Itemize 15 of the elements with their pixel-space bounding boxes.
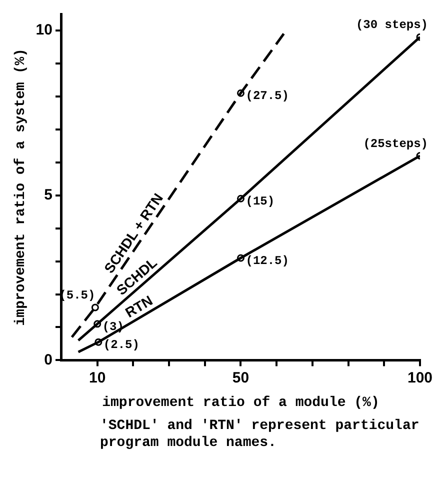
- x-axis-title: improvement ratio of a module (%): [102, 395, 380, 412]
- x-tick-label: 50: [232, 369, 250, 386]
- x-tick-label: 10: [88, 369, 106, 386]
- annotation: (27.5): [246, 89, 289, 104]
- y-axis-title: improvement ratio of a system (%): [12, 48, 29, 326]
- y-tick-label: 5: [44, 186, 52, 204]
- annotation: (15): [246, 194, 275, 209]
- annotation: (2.5): [103, 338, 140, 352]
- x-tick-label: 100: [407, 369, 433, 386]
- y-tick-label: 0: [44, 351, 52, 368]
- y-tick-label: 10: [36, 22, 52, 39]
- annotation: (25steps): [363, 136, 428, 151]
- annotation: (30 steps): [356, 18, 428, 32]
- text: 'SCHDL' and 'RTN' represent particular program module names.: [100, 418, 420, 452]
- annotation: (12.5): [246, 254, 289, 268]
